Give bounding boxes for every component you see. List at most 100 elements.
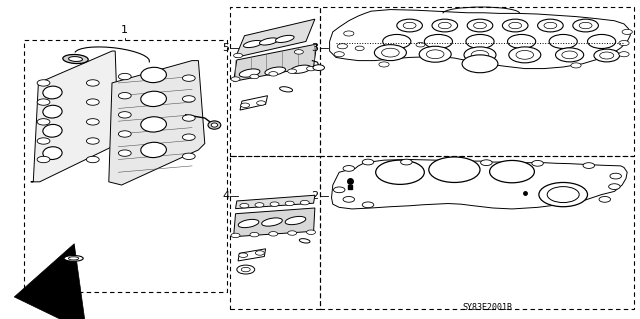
Circle shape: [467, 19, 493, 32]
Circle shape: [37, 119, 50, 125]
Circle shape: [269, 72, 278, 76]
Circle shape: [573, 19, 598, 32]
Circle shape: [241, 267, 250, 272]
Circle shape: [231, 77, 240, 81]
Ellipse shape: [141, 117, 166, 132]
Circle shape: [508, 34, 536, 48]
Circle shape: [343, 166, 355, 171]
Circle shape: [337, 44, 348, 49]
Circle shape: [416, 42, 425, 47]
Circle shape: [118, 112, 131, 118]
Circle shape: [182, 134, 195, 140]
Circle shape: [379, 62, 389, 67]
Polygon shape: [109, 61, 205, 185]
Ellipse shape: [63, 55, 88, 63]
Circle shape: [426, 50, 444, 59]
Circle shape: [610, 173, 621, 179]
Polygon shape: [330, 10, 630, 69]
Circle shape: [86, 119, 99, 125]
Ellipse shape: [68, 56, 83, 62]
Circle shape: [401, 159, 412, 165]
Text: 2: 2: [311, 191, 319, 201]
Circle shape: [609, 184, 620, 189]
Circle shape: [118, 73, 131, 80]
Ellipse shape: [208, 121, 221, 129]
Circle shape: [257, 101, 266, 105]
Circle shape: [579, 22, 592, 29]
Circle shape: [285, 201, 294, 206]
Ellipse shape: [239, 69, 260, 77]
Circle shape: [403, 22, 416, 29]
Circle shape: [481, 160, 492, 166]
Circle shape: [343, 197, 355, 202]
Circle shape: [622, 29, 632, 34]
Circle shape: [532, 160, 543, 166]
Circle shape: [362, 202, 374, 208]
Circle shape: [86, 99, 99, 105]
Circle shape: [571, 63, 581, 68]
Polygon shape: [332, 160, 627, 209]
Circle shape: [562, 51, 577, 59]
Circle shape: [374, 45, 406, 61]
Circle shape: [429, 157, 480, 182]
Polygon shape: [234, 44, 317, 81]
Circle shape: [294, 50, 303, 54]
Circle shape: [37, 138, 50, 144]
Circle shape: [270, 202, 279, 206]
Ellipse shape: [43, 147, 62, 160]
Circle shape: [37, 99, 50, 105]
Circle shape: [250, 232, 259, 237]
Bar: [320, 7, 634, 156]
Circle shape: [462, 55, 498, 73]
Circle shape: [397, 19, 422, 32]
Circle shape: [313, 65, 324, 70]
Circle shape: [438, 22, 451, 29]
Ellipse shape: [68, 257, 79, 260]
Circle shape: [381, 48, 399, 57]
Circle shape: [37, 156, 50, 163]
Circle shape: [182, 75, 195, 81]
Ellipse shape: [265, 67, 285, 75]
Circle shape: [234, 53, 243, 58]
Text: 1: 1: [122, 25, 128, 35]
Circle shape: [599, 197, 611, 202]
Circle shape: [334, 52, 344, 57]
Ellipse shape: [43, 124, 62, 137]
Circle shape: [619, 41, 629, 46]
Circle shape: [588, 34, 616, 48]
Circle shape: [509, 22, 522, 29]
Circle shape: [86, 156, 99, 163]
Ellipse shape: [43, 105, 62, 118]
Circle shape: [490, 160, 534, 183]
Circle shape: [239, 253, 248, 257]
Circle shape: [619, 52, 629, 57]
Circle shape: [269, 232, 278, 236]
Polygon shape: [31, 51, 118, 182]
Circle shape: [231, 233, 240, 238]
Ellipse shape: [43, 86, 62, 99]
Bar: [230, 156, 320, 309]
Ellipse shape: [259, 38, 278, 45]
Circle shape: [241, 103, 250, 108]
Text: SY83E2001B: SY83E2001B: [463, 303, 513, 312]
Ellipse shape: [280, 87, 292, 92]
Ellipse shape: [141, 142, 166, 158]
Bar: [230, 7, 320, 156]
Circle shape: [182, 115, 195, 121]
Circle shape: [466, 34, 494, 48]
Circle shape: [474, 22, 486, 29]
Text: FR.: FR.: [49, 286, 72, 300]
Circle shape: [333, 187, 345, 193]
Circle shape: [383, 34, 411, 48]
Text: 4: 4: [222, 191, 230, 201]
Circle shape: [544, 22, 557, 29]
Circle shape: [250, 74, 259, 79]
Text: 3: 3: [312, 43, 318, 53]
Circle shape: [362, 159, 374, 165]
Circle shape: [464, 47, 496, 63]
Circle shape: [118, 93, 131, 99]
Circle shape: [538, 19, 563, 32]
Circle shape: [118, 150, 131, 156]
Circle shape: [307, 66, 316, 71]
Ellipse shape: [243, 41, 262, 48]
